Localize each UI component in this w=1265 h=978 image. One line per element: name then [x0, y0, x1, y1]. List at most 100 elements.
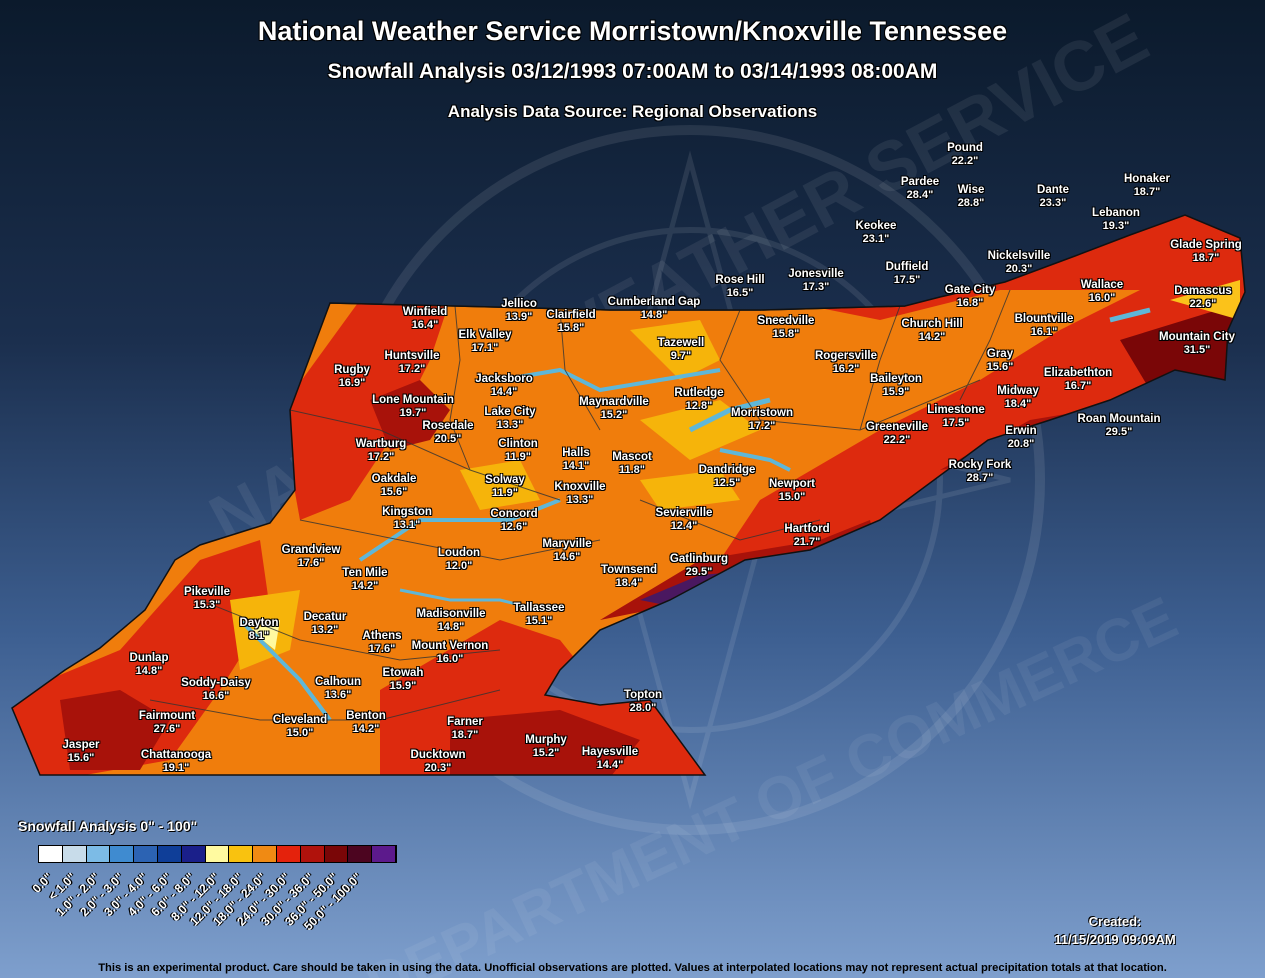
station-name: Dante	[1037, 184, 1069, 196]
station-name: Clairfield	[546, 309, 596, 321]
station-name: Pikeville	[183, 586, 231, 598]
station-value: 16.8"	[956, 297, 984, 309]
station-label: Pikeville 15.3"	[184, 586, 230, 612]
station-name: Rutledge	[674, 387, 724, 399]
station-name: Wallace	[1080, 279, 1124, 291]
station-name: Mountain City	[1158, 331, 1236, 343]
station-value: 17.2"	[398, 363, 426, 375]
station-label: Knoxville 13.3"	[554, 481, 605, 507]
station-name: Clinton	[498, 438, 538, 450]
legend-swatch	[229, 846, 254, 862]
station-name: Hayesville	[581, 746, 639, 758]
station-value: 14.1"	[562, 460, 590, 472]
station-name: Midway	[997, 385, 1039, 397]
station-label: Church Hill 14.2"	[901, 318, 962, 344]
station-name: Ducktown	[410, 749, 466, 761]
station-value: 16.5"	[726, 287, 754, 299]
station-label: Oakdale 15.6"	[372, 473, 417, 499]
station-value: 15.0"	[778, 491, 806, 503]
station-name: Glade Spring	[1170, 239, 1242, 251]
map-title: National Weather Service Morristown/Knox…	[257, 16, 1008, 46]
station-label: Rose Hill 16.5"	[715, 274, 764, 300]
station-label: Hayesville 14.4"	[582, 746, 638, 772]
station-label: Gray 15.6"	[987, 348, 1014, 374]
station-label: Morristown 17.2"	[731, 407, 793, 433]
station-value: 14.6"	[553, 551, 581, 563]
station-label: Maryville 14.6"	[542, 538, 591, 564]
station-name: Elizabethton	[1043, 367, 1113, 379]
station-name: Calhoun	[315, 676, 361, 688]
station-value: 18.7"	[1192, 252, 1220, 264]
station-name: Wise	[957, 184, 985, 196]
station-name: Maynardville	[579, 396, 649, 408]
station-label: Halls 14.1"	[562, 447, 590, 473]
station-value: 16.6"	[202, 690, 230, 702]
station-label: Huntsville 17.2"	[385, 350, 440, 376]
legend-swatch	[62, 846, 87, 862]
station-value: 9.7"	[670, 350, 692, 362]
station-label: Kingston 13.1"	[382, 506, 432, 532]
station-value: 17.1"	[471, 342, 499, 354]
station-label: Pound 22.2"	[947, 142, 983, 168]
station-value: 12.0"	[445, 560, 473, 572]
station-label: Ducktown 20.3"	[411, 749, 466, 775]
station-value: 18.7"	[451, 729, 479, 741]
station-value: 14.4"	[596, 759, 624, 771]
station-name: Rose Hill	[715, 274, 765, 286]
station-value: 19.3"	[1102, 220, 1130, 232]
station-label: Clinton 11.9"	[498, 438, 538, 464]
station-name: Farner	[447, 716, 483, 728]
station-value: 17.6"	[368, 643, 396, 655]
station-name: Rosedale	[422, 420, 474, 432]
station-name: Oakdale	[371, 473, 417, 485]
station-name: Athens	[362, 630, 402, 642]
station-label: Tallassee 15.1"	[514, 602, 565, 628]
station-value: 15.6"	[67, 752, 95, 764]
station-value: 18.4"	[615, 577, 643, 589]
station-value: 12.5"	[713, 477, 741, 489]
station-name: Pardee	[900, 176, 940, 188]
station-name: Blountville	[1014, 313, 1074, 325]
station-name: Honaker	[1123, 173, 1171, 185]
station-name: Ten Mile	[342, 567, 388, 579]
station-name: Kingston	[382, 506, 432, 518]
station-name: Roan Mountain	[1077, 413, 1161, 425]
station-value: 13.1"	[393, 519, 421, 531]
station-value: 14.2"	[352, 723, 380, 735]
station-value: 15.2"	[600, 409, 628, 421]
station-name: Loudon	[437, 547, 481, 559]
station-value: 15.6"	[986, 361, 1014, 373]
station-name: Newport	[769, 478, 815, 490]
station-value: 21.7"	[793, 536, 821, 548]
station-value: 23.1"	[862, 233, 890, 245]
station-value: 11.9"	[491, 487, 519, 499]
legend-color-bar	[38, 845, 397, 863]
station-label: Greeneville 22.2"	[866, 421, 928, 447]
station-name: Dandridge	[698, 464, 756, 476]
station-value: 22.6"	[1189, 298, 1217, 310]
station-label: Newport 15.0"	[769, 478, 815, 504]
station-label: Glade Spring 18.7"	[1170, 239, 1242, 265]
legend-swatch	[348, 846, 373, 862]
station-label: Sneedville 15.8"	[758, 315, 815, 341]
station-label: Rutledge 12.8"	[674, 387, 723, 413]
station-value: 29.5"	[1105, 426, 1133, 438]
station-label: Farner 18.7"	[447, 716, 483, 742]
station-label: Tazewell 9.7"	[658, 337, 704, 363]
station-value: 14.8"	[640, 309, 668, 321]
station-name: Grandview	[281, 544, 341, 556]
station-value: 17.6"	[297, 557, 325, 569]
station-value: 28.8"	[957, 197, 985, 209]
station-name: Tazewell	[657, 337, 705, 349]
station-name: Keokee	[855, 220, 897, 232]
station-label: Dunlap 14.8"	[130, 652, 169, 678]
station-name: Gray	[986, 348, 1014, 360]
station-label: Baileyton 15.9"	[870, 373, 922, 399]
station-label: Lone Mountain 19.7"	[372, 394, 454, 420]
created-label: Created:	[1088, 914, 1142, 929]
station-label: Maynardville 15.2"	[579, 396, 649, 422]
station-label: Honaker 18.7"	[1124, 173, 1170, 199]
legend-swatch	[276, 846, 301, 862]
station-name: Cleveland	[272, 714, 328, 726]
station-name: Mount Vernon	[411, 640, 489, 652]
